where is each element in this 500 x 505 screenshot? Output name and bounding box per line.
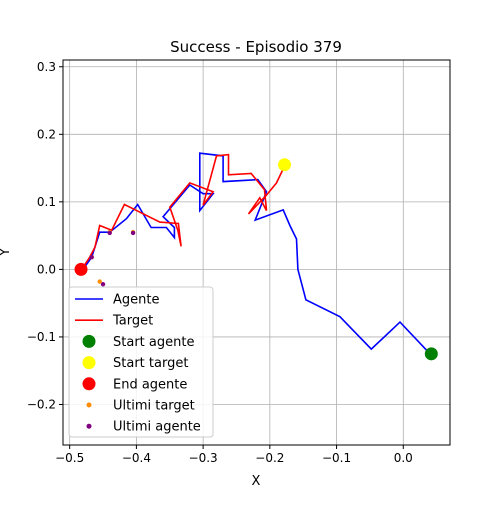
y-tick-label: 0.3 bbox=[37, 60, 56, 74]
legend: Agente Target Start agente Start target End … bbox=[68, 286, 214, 438]
start-agente-point bbox=[424, 347, 438, 361]
legend-label-start-agente: Start agente bbox=[113, 335, 194, 350]
x-tick-label: −0.3 bbox=[189, 451, 218, 465]
plot-frame bbox=[62, 59, 451, 446]
x-tick-label: −0.1 bbox=[322, 451, 351, 465]
legend-label-target: Target bbox=[112, 314, 153, 329]
y-axis: −0.2 −0.1 0.0 0.1 0.2 0.3 bbox=[27, 60, 63, 411]
y-tick-label: 0.2 bbox=[37, 127, 56, 141]
legend-label-end-agente: End agente bbox=[113, 377, 187, 392]
x-axis: −0.5 −0.4 −0.3 −0.2 −0.1 0.0 bbox=[55, 445, 413, 465]
x-axis-label: X bbox=[252, 474, 261, 489]
legend-box bbox=[68, 286, 214, 438]
agente-series-line bbox=[80, 152, 431, 355]
chart-title: Success - Episodio 379 bbox=[170, 38, 342, 56]
y-tick-label: −0.1 bbox=[27, 330, 56, 344]
plot-series bbox=[74, 152, 438, 361]
legend-key-start-target bbox=[82, 356, 96, 370]
legend-key-end-agente bbox=[82, 377, 96, 391]
ultimi-agente-point bbox=[100, 282, 106, 287]
legend-label-start-target: Start target bbox=[113, 356, 188, 371]
legend-label-ultimi-agente: Ultimi agente bbox=[113, 420, 201, 435]
legend-key-ultimi-agente bbox=[86, 423, 92, 429]
grid-lines bbox=[63, 60, 450, 445]
legend-label-agente: Agente bbox=[113, 293, 159, 308]
legend-key-start-agente bbox=[82, 334, 96, 348]
target-series-line bbox=[79, 153, 286, 271]
legend-label-ultimi-target: Ultimi target bbox=[113, 399, 195, 414]
y-tick-label: −0.2 bbox=[27, 397, 56, 411]
x-tick-label: −0.2 bbox=[255, 451, 284, 465]
ultimi-agente-point bbox=[107, 230, 112, 236]
y-axis-label: Y bbox=[0, 248, 13, 257]
x-tick-label: −0.5 bbox=[55, 451, 84, 465]
y-tick-label: 0.0 bbox=[37, 262, 56, 276]
ultimi-agente-point bbox=[89, 255, 94, 260]
x-tick-label: −0.4 bbox=[122, 451, 151, 465]
ultimi-target-point bbox=[97, 279, 102, 284]
y-tick-label: 0.1 bbox=[37, 195, 56, 209]
ultimi-agente-point bbox=[130, 230, 136, 236]
start-target-point bbox=[278, 158, 292, 172]
legend-key-ultimi-target bbox=[86, 402, 92, 408]
end-agente-point bbox=[74, 262, 88, 276]
x-tick-label: 0.0 bbox=[394, 451, 413, 465]
